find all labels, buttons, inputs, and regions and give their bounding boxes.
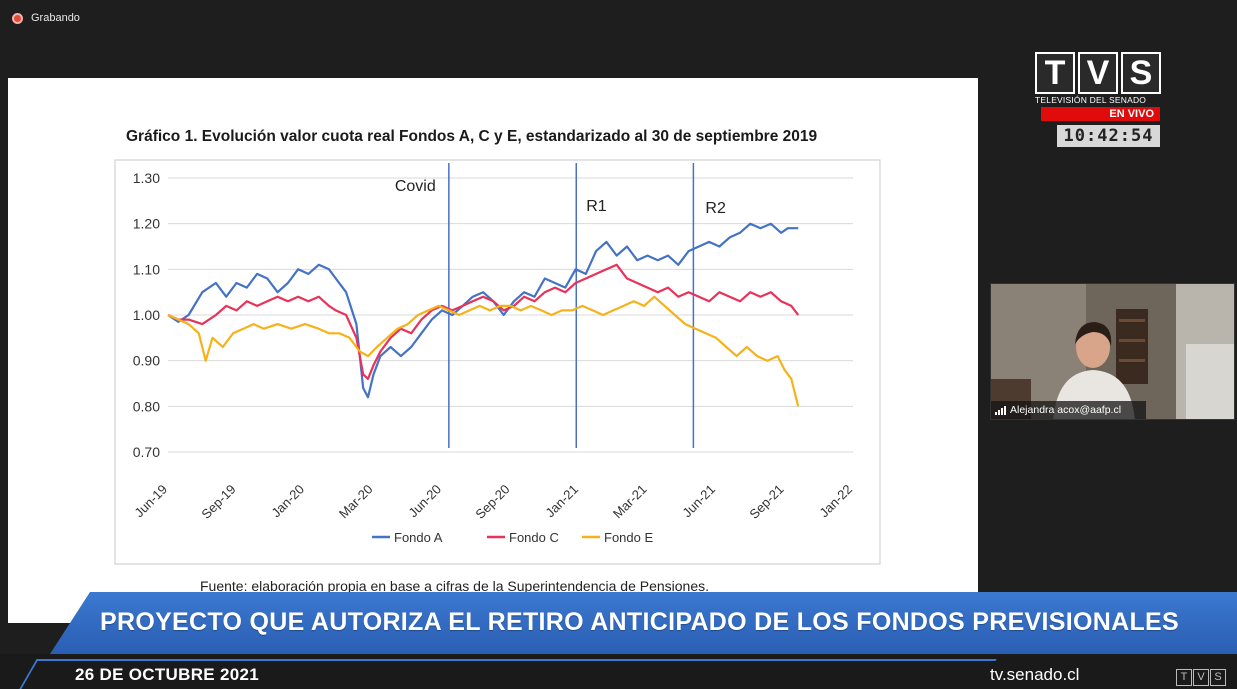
chart-source: Fuente: elaboración propia en base a cif… <box>200 578 710 594</box>
x-tick-label: Jun-20 <box>405 482 444 521</box>
x-tick-label: Sep-21 <box>746 482 786 522</box>
recording-label: Grabando <box>31 12 80 24</box>
headline-banner <box>50 592 1237 654</box>
live-badge: EN VIVO <box>1041 107 1160 121</box>
bottom-bar <box>0 654 1237 689</box>
y-tick-label: 0.90 <box>133 353 160 369</box>
headline-text: PROYECTO QUE AUTORIZA EL RETIRO ANTICIPA… <box>100 608 1179 636</box>
x-tick-label: Mar-21 <box>610 482 650 522</box>
x-tick-label: Jan-21 <box>542 482 581 521</box>
y-tick-label: 1.10 <box>133 261 160 277</box>
legend-label: Fondo A <box>394 530 443 545</box>
live-clock: 10:42:54 <box>1057 125 1160 147</box>
participant-name-tag: Alejandra acox@aafp.cl <box>991 401 1146 419</box>
series-line <box>167 222 799 399</box>
x-tick-label: Sep-19 <box>198 482 238 522</box>
series-line <box>167 295 800 407</box>
mini-logo-letter-v: V <box>1193 669 1209 686</box>
presentation-slide: Gráfico 1. Evolución valor cuota real Fo… <box>8 78 978 623</box>
y-tick-label: 0.70 <box>133 444 160 460</box>
x-tick-label: Jan-22 <box>816 482 855 521</box>
x-tick-label: Jun-21 <box>679 482 718 521</box>
series-line <box>167 263 800 380</box>
x-tick-label: Sep-20 <box>472 482 512 522</box>
legend-label: Fondo C <box>509 530 559 545</box>
chart-frame <box>114 159 881 565</box>
participant-name: Alejandra acox@aafp.cl <box>1010 404 1122 416</box>
mini-tvs-logo: T V S <box>1176 669 1226 686</box>
x-tick-label: Jun-19 <box>131 482 170 521</box>
recording-indicator: Grabando <box>12 12 80 24</box>
tvs-logo: T V S TELEVISIÓN DEL SENADO EN VIVO 10:4… <box>1035 52 1165 147</box>
signal-strength-icon <box>995 405 1006 415</box>
event-label: R1 <box>586 198 607 215</box>
record-dot-icon <box>12 12 23 24</box>
y-tick-label: 1.20 <box>133 216 160 232</box>
x-tick-label: Mar-20 <box>336 482 376 522</box>
chart-title: Gráfico 1. Evolución valor cuota real Fo… <box>126 128 818 145</box>
website-label: tv.senado.cl <box>990 665 1080 684</box>
x-tick-label: Jan-20 <box>268 482 307 521</box>
event-label: Covid <box>395 178 436 195</box>
y-tick-label: 1.00 <box>133 307 160 323</box>
mini-logo-letter-t: T <box>1176 669 1192 686</box>
logo-subtitle: TELEVISIÓN DEL SENADO <box>1035 95 1147 105</box>
event-label: R2 <box>705 200 726 217</box>
line-chart: 0.70 0.80 0.90 1.00 1.10 1.20 1.30 Jun-19 Sep-19… <box>114 159 881 565</box>
legend-label: Fondo E <box>604 530 653 545</box>
logo-letter-s: S <box>1121 52 1161 94</box>
participant-video[interactable]: Alejandra acox@aafp.cl <box>990 283 1235 420</box>
logo-letter-t: T <box>1035 52 1075 94</box>
participant-video-frame <box>991 284 1234 419</box>
mini-logo-letter-s: S <box>1210 669 1226 686</box>
logo-letter-v: V <box>1078 52 1118 94</box>
broadcast-date: 26 DE OCTUBRE 2021 <box>75 665 259 684</box>
y-tick-label: 1.30 <box>133 170 160 186</box>
y-tick-label: 0.80 <box>133 398 160 414</box>
